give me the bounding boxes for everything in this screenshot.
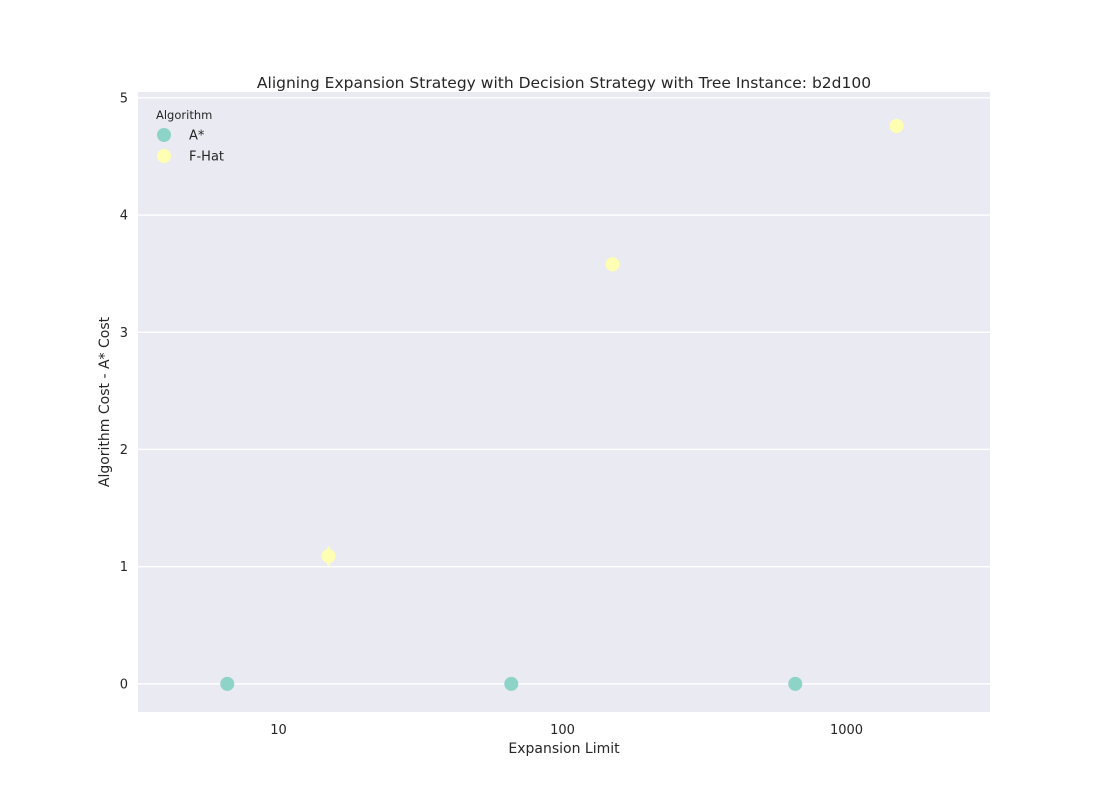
y-tick-label: 2 bbox=[120, 443, 128, 458]
data-point bbox=[504, 676, 519, 691]
y-tick-label: 1 bbox=[120, 560, 128, 575]
data-point bbox=[889, 118, 904, 133]
y-tick-label: 3 bbox=[120, 326, 128, 341]
legend-title: Algorithm bbox=[156, 108, 212, 122]
x-tick-label: 10 bbox=[270, 723, 287, 738]
y-axis-title: Algorithm Cost - A* Cost bbox=[97, 316, 113, 487]
y-tick-label: 5 bbox=[120, 91, 128, 106]
chart-title: Aligning Expansion Strategy with Decisio… bbox=[257, 74, 871, 92]
legend: Algorithm A* F-Hat bbox=[156, 108, 224, 165]
x-tick-label: 1000 bbox=[830, 723, 863, 738]
legend-marker bbox=[157, 128, 171, 142]
data-point bbox=[788, 676, 803, 691]
data-point bbox=[220, 676, 235, 691]
y-tick-label: 0 bbox=[120, 677, 128, 692]
legend-label: F-Hat bbox=[189, 150, 224, 165]
x-axis-ticks: 10 100 1000 bbox=[270, 723, 863, 738]
x-tick-label: 100 bbox=[550, 723, 575, 738]
y-tick-label: 4 bbox=[120, 209, 128, 224]
legend-label: A* bbox=[189, 129, 205, 144]
data-point bbox=[321, 549, 336, 564]
plot-background bbox=[138, 92, 990, 712]
data-point bbox=[605, 257, 620, 272]
data-marks bbox=[220, 118, 904, 691]
x-axis-title: Expansion Limit bbox=[508, 741, 620, 757]
y-axis-ticks: 0 1 2 3 4 5 bbox=[120, 91, 128, 692]
gridlines bbox=[138, 97, 990, 685]
legend-marker bbox=[157, 149, 171, 163]
